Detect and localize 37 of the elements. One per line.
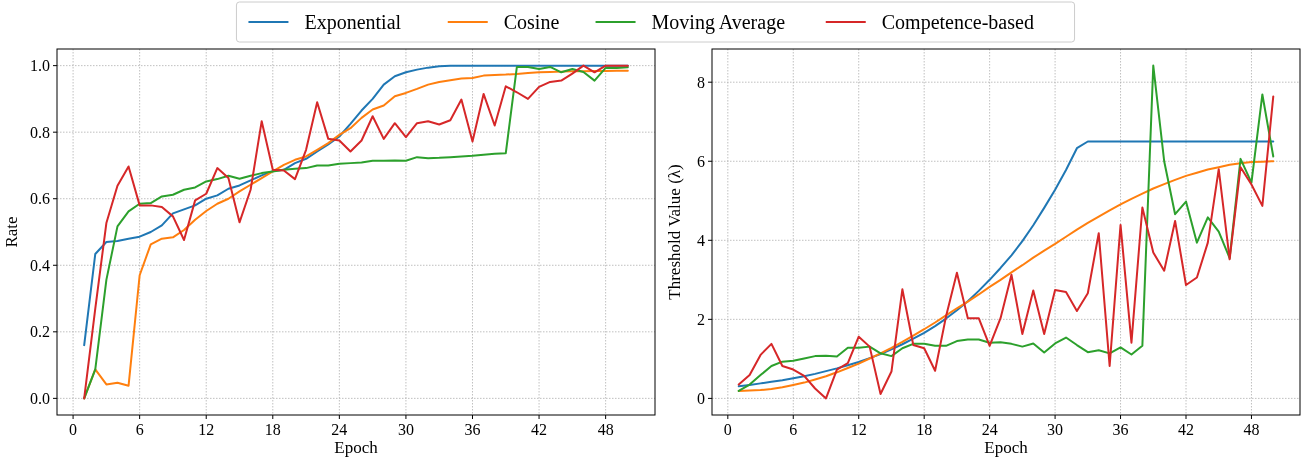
x-tick-label: 12	[198, 421, 215, 438]
y-tick-label: 0	[697, 390, 705, 407]
y-tick-label: 4	[697, 231, 705, 249]
x-tick-label: 18	[264, 421, 281, 438]
y-tick-label: 6	[697, 152, 705, 170]
x-tick-label: 0	[69, 421, 78, 438]
legend-label: Moving Average	[651, 11, 786, 34]
x-tick-label: 6	[789, 421, 798, 438]
y-tick-label: 0.8	[30, 123, 50, 141]
x-tick-label: 36	[1112, 421, 1129, 438]
legend-label: Cosine	[503, 11, 560, 33]
x-tick-label: 36	[464, 421, 481, 438]
x-axis-title: Epoch	[334, 438, 379, 457]
y-tick-label: 1.0	[30, 57, 50, 75]
y-tick-label: 0.2	[30, 323, 50, 341]
x-tick-label: 18	[916, 421, 933, 438]
y-tick-label: 0.0	[30, 389, 50, 407]
x-tick-label: 42	[1178, 421, 1194, 438]
y-tick-label: 2	[697, 310, 705, 328]
x-tick-label: 42	[531, 421, 548, 438]
y-tick-label: 0.6	[30, 190, 50, 208]
x-tick-label: 0	[723, 421, 732, 438]
x-tick-label: 48	[1243, 421, 1260, 438]
x-tick-label: 24	[981, 421, 998, 438]
x-tick-label: 48	[597, 421, 614, 438]
x-axis-title: Epoch	[984, 438, 1029, 457]
x-tick-label: 12	[850, 421, 867, 438]
y-tick-label: 0.4	[30, 256, 50, 274]
legend-label: Competence-based	[881, 11, 1034, 34]
x-tick-label: 24	[331, 421, 348, 438]
legend-label: Exponential	[304, 11, 402, 34]
y-axis-title: Rate	[2, 216, 21, 248]
x-tick-label: 30	[397, 421, 414, 438]
x-tick-label: 6	[135, 421, 144, 438]
x-tick-label: 30	[1047, 421, 1064, 438]
y-axis-title: Threshold Value (λ)	[665, 164, 684, 300]
y-tick-label: 8	[697, 73, 705, 91]
